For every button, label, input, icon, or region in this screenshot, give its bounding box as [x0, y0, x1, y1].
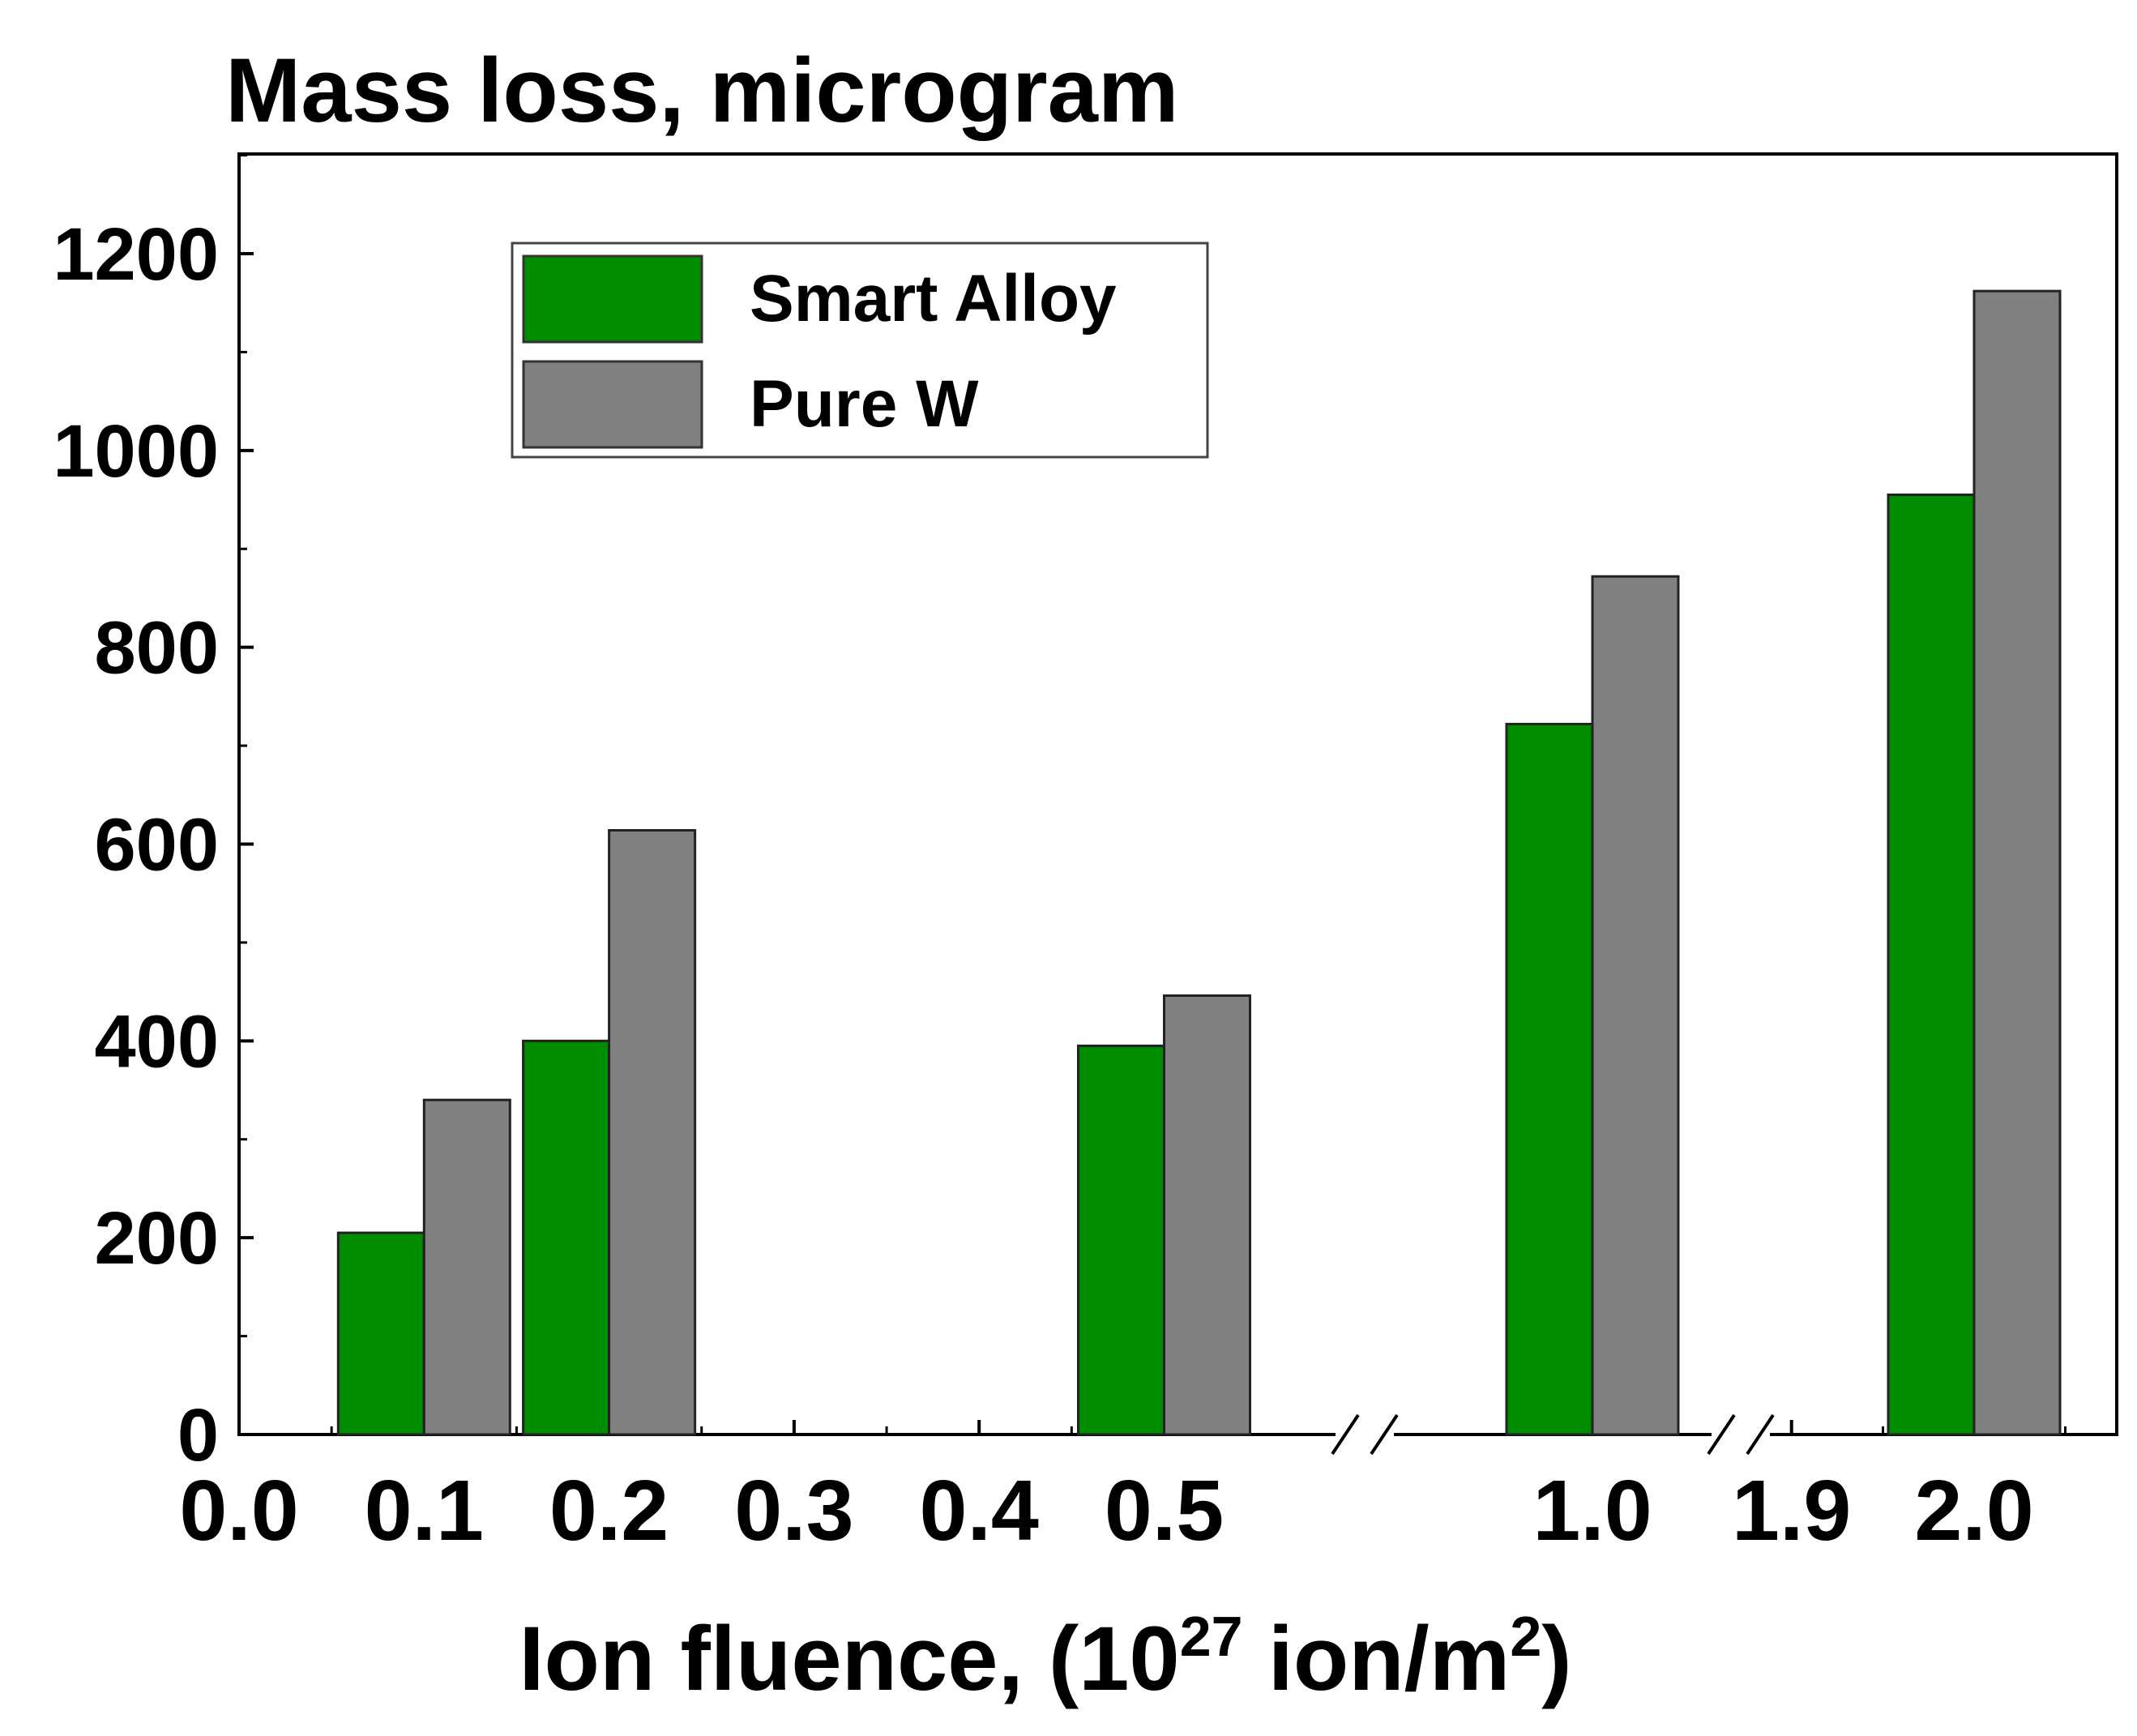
- x-tick-label: 0.2: [549, 1463, 669, 1559]
- bar-smart-alloy-2.0: [1887, 493, 1976, 1436]
- x-tick-label: 1.9: [1732, 1463, 1851, 1559]
- x-tick-label: 0.4: [920, 1463, 1039, 1559]
- legend-swatch-smart-alloy: [522, 254, 703, 344]
- axis-break-mark: [1331, 1413, 1399, 1456]
- y-tick-label: 800: [95, 607, 220, 690]
- legend-label-pure-w: Pure W: [750, 367, 979, 441]
- y-tick-label: 400: [95, 1000, 220, 1083]
- axis-break-slash: [1707, 1413, 1736, 1456]
- y-tick-label: 600: [95, 804, 220, 887]
- x-tick-label: 2.0: [1914, 1463, 2033, 1559]
- axis-break-mark: [1707, 1413, 1775, 1456]
- axis-break-slash: [1370, 1413, 1399, 1456]
- y-tick-label: 200: [95, 1197, 220, 1280]
- legend: Smart Alloy Pure W: [511, 242, 1209, 459]
- axis-break-slash: [1746, 1413, 1775, 1456]
- y-tick-label: 1000: [53, 410, 219, 493]
- y-tick-label: 1200: [53, 213, 219, 296]
- axis-break-gap: [1712, 1430, 1770, 1439]
- bar-pure-w-0.5: [1163, 994, 1251, 1436]
- bar-smart-alloy-1.0: [1505, 722, 1594, 1436]
- x-tick-label: 1.0: [1532, 1463, 1652, 1559]
- legend-label-smart-alloy: Smart Alloy: [750, 262, 1117, 336]
- bar-pure-w-0.2: [608, 829, 697, 1436]
- y-tick-label: 0: [177, 1394, 219, 1477]
- chart-title: Mass loss, microgram: [225, 40, 1179, 141]
- x-tick-label: 0.1: [365, 1463, 484, 1559]
- bar-pure-w-2.0: [1972, 289, 2062, 1436]
- bar-smart-alloy-0.1: [336, 1231, 425, 1436]
- x-axis-label: Ion fluence, (1027 ion/m2): [519, 1605, 1571, 1709]
- x-tick-label: 0.3: [734, 1463, 853, 1559]
- axis-break-gap: [1336, 1430, 1394, 1439]
- legend-swatch-pure-w: [522, 360, 703, 449]
- x-tick-label: 0.0: [179, 1463, 298, 1559]
- bar-pure-w-0.1: [422, 1098, 511, 1436]
- bar-smart-alloy-0.2: [522, 1039, 611, 1436]
- x-tick-label: 0.5: [1105, 1463, 1224, 1559]
- bar-smart-alloy-0.5: [1077, 1044, 1165, 1436]
- axis-break-slash: [1331, 1413, 1360, 1456]
- bar-pure-w-1.0: [1591, 575, 1680, 1436]
